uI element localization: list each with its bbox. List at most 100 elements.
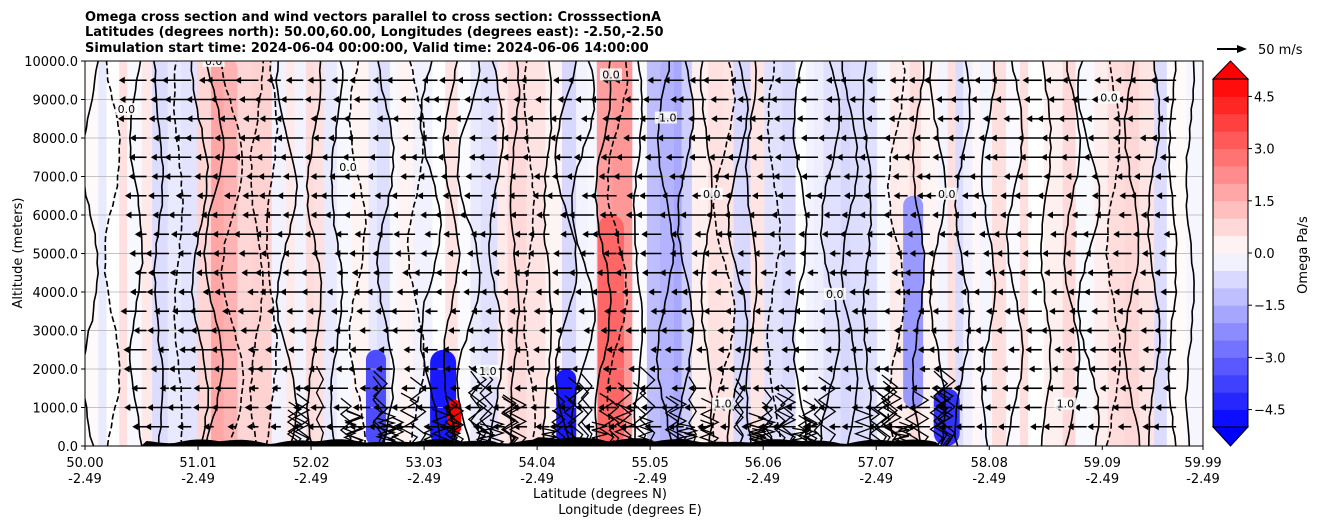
wind-vector-head-430 — [282, 250, 289, 257]
quiver-key-label: 50 m/s — [1258, 43, 1303, 58]
contour-turbulence-72 — [882, 380, 898, 446]
wind-vector-head-36 — [939, 423, 946, 431]
wind-vector-head-470 — [134, 230, 141, 238]
wind-vector-89 — [1073, 404, 1087, 411]
wind-vector-83 — [937, 404, 953, 411]
wind-vector-443 — [579, 250, 595, 257]
wind-vector-276 — [1040, 327, 1065, 334]
wind-vector-head-4 — [227, 423, 234, 431]
wind-vector-head-248 — [415, 327, 422, 334]
wind-vector-454 — [829, 250, 841, 257]
wind-vector-head-428 — [238, 250, 245, 257]
wind-vector-head-525 — [310, 211, 317, 219]
wind-vector-head-661 — [195, 153, 202, 161]
wind-vector-879 — [866, 76, 886, 84]
wind-vector-head-93 — [1155, 404, 1162, 411]
chart-title-line-3: Simulation start time: 2024-06-04 00:00:… — [85, 41, 649, 56]
colorbar-band-8 — [1213, 270, 1248, 289]
wind-vector-head-116 — [617, 384, 624, 392]
wind-vector-283 — [153, 307, 169, 315]
wind-vector-head-596 — [843, 192, 850, 200]
wind-vector-132 — [980, 384, 998, 392]
wind-vector-head-92 — [1139, 404, 1146, 411]
wind-vector-head-377 — [148, 269, 155, 277]
wind-vector-head-797 — [1126, 115, 1133, 123]
wind-vector-33 — [867, 423, 886, 431]
wind-vector-42 — [1067, 423, 1087, 431]
y-tick-label-9: 9000.0 — [33, 94, 79, 109]
wind-vector-head-501 — [821, 230, 828, 238]
wind-vector-head-886 — [1022, 76, 1029, 84]
wind-vector-20 — [583, 423, 595, 431]
contour-turbulence-88 — [293, 402, 311, 446]
wind-vector-head-721 — [490, 134, 497, 142]
wind-vector-head-652 — [1043, 173, 1050, 180]
wind-vector-622 — [366, 173, 393, 180]
colorbar-band-14 — [1213, 166, 1248, 184]
wind-vector-head-741 — [932, 134, 939, 142]
wind-vector-263 — [747, 327, 774, 334]
wind-vector-685 — [727, 153, 751, 161]
wind-vector-239 — [210, 327, 237, 334]
wind-vector-head-188 — [123, 346, 130, 354]
wind-vector-head-816 — [513, 96, 520, 103]
wind-vector-369 — [1030, 288, 1042, 296]
wind-vector-161 — [571, 365, 595, 373]
wind-vector-head-112 — [530, 384, 537, 392]
wind-vector-342 — [411, 288, 438, 296]
wind-vector-head-410 — [891, 269, 898, 277]
colorbar-label: Omega Pa/s — [1296, 216, 1311, 294]
wind-vector-101 — [294, 384, 304, 392]
wind-vector-312 — [794, 307, 819, 315]
wind-vector-450 — [737, 250, 751, 257]
wind-vector-858 — [386, 76, 416, 84]
wind-vector-head-153 — [403, 365, 410, 373]
wind-vector-271 — [930, 327, 953, 334]
wind-vector-head-663 — [233, 153, 240, 161]
wind-vector-head-103 — [326, 384, 333, 392]
wind-vector-head-281 — [1153, 327, 1160, 334]
wind-vector-head-574 — [349, 192, 356, 200]
wind-vector-head-556 — [999, 211, 1006, 219]
wind-vector-head-18 — [535, 423, 542, 431]
wind-vector-head-329 — [129, 288, 136, 296]
y-tick-label-3: 3000.0 — [33, 325, 79, 340]
wind-vector-head-175 — [882, 365, 889, 373]
wind-vector-head-633 — [613, 173, 620, 180]
wind-vector-head-885 — [990, 76, 997, 84]
wind-vector-head-127 — [867, 384, 874, 392]
wind-vector-head-330 — [146, 288, 153, 296]
wind-vector-head-203 — [468, 346, 475, 354]
wind-vector-head-547 — [803, 211, 810, 219]
y-axis-label: Altitude (meters) — [11, 198, 26, 309]
wind-vector-350 — [591, 288, 617, 296]
wind-vector-head-438 — [466, 250, 473, 257]
wind-vector-head-832 — [868, 96, 875, 103]
wind-vector-head-557 — [1025, 211, 1032, 219]
wind-vector-24 — [668, 423, 684, 431]
wind-vector-head-649 — [969, 173, 976, 180]
wind-vector-head-442 — [553, 250, 560, 257]
wind-vector-head-356 — [736, 288, 743, 296]
wind-vector-head-877 — [825, 76, 832, 84]
wind-vector-219 — [825, 346, 841, 354]
wind-vector-head-38 — [976, 423, 983, 431]
wind-vector-head-197 — [328, 346, 335, 354]
wind-vector-head-402 — [710, 269, 717, 277]
wind-vector-385 — [336, 269, 348, 277]
wind-vector-head-459 — [927, 250, 934, 257]
wind-vector-159 — [527, 365, 550, 373]
wind-vector-head-163 — [628, 365, 635, 373]
wind-vector-head-498 — [750, 230, 757, 238]
wind-vector-877 — [825, 76, 841, 84]
wind-vector-730 — [689, 134, 707, 142]
wind-vector-98 — [214, 384, 237, 392]
wind-vector-head-63 — [492, 404, 499, 411]
wind-vector-head-535 — [536, 211, 543, 219]
wind-vector-head-825 — [710, 96, 717, 103]
wind-vector-head-654 — [1091, 173, 1098, 180]
wind-vector-head-597 — [863, 192, 870, 200]
wind-vector-878 — [840, 76, 863, 84]
wind-vector-head-529 — [392, 211, 399, 219]
wind-vector-head-409 — [862, 269, 869, 277]
